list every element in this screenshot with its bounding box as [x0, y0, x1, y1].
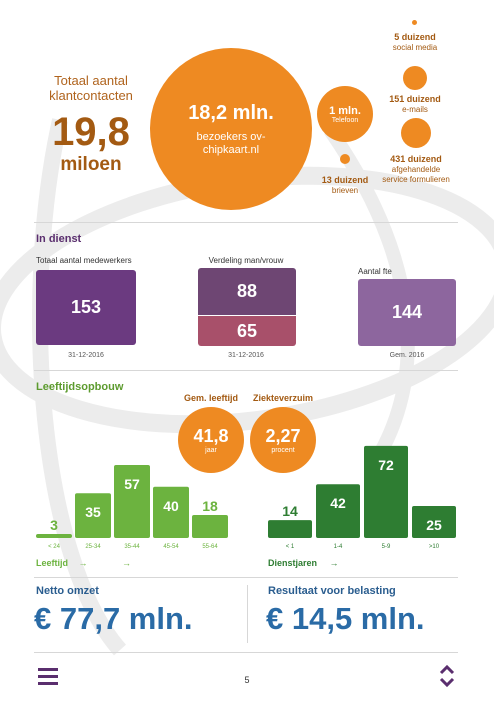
social-value: 5 duizend — [394, 32, 436, 42]
bar->10 — [412, 506, 456, 538]
contacts-total-value: 19,8 — [52, 110, 130, 154]
bar-value-label: 18 — [202, 498, 218, 514]
bar-category-label: < 24 — [48, 544, 61, 550]
up-down-chevron-icon[interactable] — [438, 664, 456, 688]
avg-age-title: Gem. leeftijd — [183, 393, 238, 403]
bar-value-label: 25 — [426, 517, 442, 533]
page-number: 5 — [244, 675, 250, 685]
age-axis-text: Leeftijd — [36, 558, 69, 568]
result-label: Resultaat voor belasting — [268, 585, 396, 597]
bar-category-label: 5-9 — [382, 544, 391, 550]
letters-caption: 13 duizend brieven — [312, 175, 378, 196]
avg-age-bubble: 41,8 jaar — [178, 407, 244, 473]
fte-value: 144 — [391, 302, 423, 322]
service-bar-chart: 14 < 1 42 1-4 72 5-9 25 >10 — [268, 445, 456, 550]
service-axis-text: Dienstjaren — [268, 558, 318, 568]
forms-value: 431 duizend — [390, 154, 442, 164]
service-axis-arrow: → — [329, 558, 339, 568]
revenue-value: € 77,7 mln. — [34, 601, 193, 636]
letters-value: 13 duizend — [321, 175, 369, 185]
staff-total-date: 31-12-2016 — [68, 352, 104, 359]
result-value: € 14,5 mln. — [266, 601, 425, 636]
divider-4 — [34, 652, 458, 653]
fte-label: Aantal fte — [358, 267, 392, 276]
bar-value-label: 42 — [330, 495, 346, 511]
age-axis-arrow-2: → — [122, 558, 131, 568]
women-value: 65 — [236, 320, 258, 341]
divider-1 — [34, 222, 458, 223]
emails-label: e-mails — [402, 105, 428, 114]
bar-category-label: 1-4 — [334, 544, 343, 550]
bar-category-label: 55-64 — [202, 544, 218, 550]
age-heading: Leeftijdsopbouw — [36, 381, 124, 393]
bar-< 24 — [36, 534, 72, 538]
gender-date: 31-12-2016 — [228, 352, 264, 359]
emails-value: 151 duizend — [389, 94, 441, 104]
age-axis-label: Leeftijd → — [36, 558, 88, 568]
revenue-label: Netto omzet — [36, 585, 99, 597]
contacts-total-unit: miloen — [60, 154, 122, 175]
bar-45-54 — [153, 486, 189, 538]
age-bar-chart: 3 < 24 35 25-34 57 35-44 40 45-54 18 55-64 — [36, 465, 228, 550]
staff-total-box: 153 — [36, 270, 136, 345]
social-caption: 5 duizend social media — [385, 32, 445, 53]
social-bubble — [412, 20, 417, 25]
bar-35-44 — [114, 465, 150, 538]
bar-category-label: 35-44 — [124, 544, 140, 550]
divider-3 — [34, 577, 458, 578]
phone-bubble: 1 mln. Telefoon — [317, 86, 373, 142]
bar-category-label: 25-34 — [85, 544, 101, 550]
sick-title: Ziekteverzuim — [252, 393, 314, 403]
sick-unit: procent — [271, 447, 295, 454]
bar-55-64 — [192, 514, 228, 538]
divider-2 — [34, 370, 458, 371]
hamburger-menu-icon[interactable] — [38, 668, 58, 686]
staff-total-label: Totaal aantal medewerkers — [36, 256, 132, 265]
bar-value-label: 40 — [163, 498, 179, 514]
letters-label: brieven — [331, 186, 359, 195]
emails-bubble — [403, 66, 427, 90]
bar-value-label: 72 — [378, 457, 394, 473]
sick-bubble: 2,27 procent — [250, 407, 316, 473]
website-visitors-value: 18,2 mln. — [188, 101, 274, 124]
bar-< 1 — [268, 520, 312, 538]
bar-category-label: >10 — [429, 544, 440, 550]
fte-date: Gem. 2016 — [389, 352, 425, 359]
age-axis-arrow-1: → — [78, 558, 88, 568]
forms-caption: 431 duizend afgehandelde service formuli… — [380, 154, 452, 185]
bar-category-label: < 1 — [286, 544, 295, 550]
bar-value-label: 3 — [50, 517, 58, 533]
bar-value-label: 14 — [282, 503, 298, 519]
bar-category-label: 45-54 — [163, 544, 179, 550]
phone-label: Telefoon — [331, 116, 359, 124]
bar-25-34 — [75, 493, 111, 538]
phone-value: 1 mln. — [329, 104, 361, 117]
emails-caption: 151 duizend e-mails — [385, 94, 445, 115]
bar-value-label: 35 — [85, 504, 101, 520]
men-box: 88 — [198, 268, 296, 315]
men-value: 88 — [236, 281, 258, 301]
avg-age-value: 41,8 — [193, 426, 229, 446]
gender-label: Verdeling man/vrouw — [208, 256, 284, 265]
forms-label: afgehandelde service formulieren — [382, 165, 450, 184]
staff-heading: In dienst — [36, 233, 82, 245]
bar-value-label: 57 — [124, 476, 140, 492]
staff-total-value: 153 — [70, 297, 102, 317]
women-box: 65 — [198, 316, 296, 346]
forms-bubble — [401, 118, 431, 148]
bar-5-9 — [364, 445, 408, 538]
finance-vertical-divider — [247, 585, 248, 643]
fte-box: 144 — [358, 279, 456, 346]
website-visitors-label: bezoekers ov-chipkaart.nl — [196, 130, 266, 156]
sick-value: 2,27 — [265, 426, 301, 446]
bar-1-4 — [316, 484, 360, 538]
website-visitors-bubble: 18,2 mln. bezoekers ov-chipkaart.nl — [150, 48, 312, 210]
avg-age-unit: jaar — [205, 447, 217, 454]
social-label: social media — [392, 43, 438, 52]
service-axis-label: Dienstjaren → — [268, 558, 339, 568]
letters-bubble — [340, 154, 350, 164]
contacts-title: Totaal aantal klantcontacten — [49, 73, 133, 103]
